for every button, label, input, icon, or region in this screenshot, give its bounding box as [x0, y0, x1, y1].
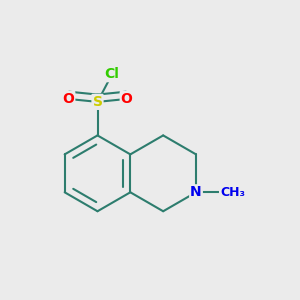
- Text: Cl: Cl: [105, 67, 119, 81]
- Text: O: O: [62, 92, 74, 106]
- Text: CH₃: CH₃: [220, 186, 245, 199]
- Text: O: O: [121, 92, 133, 106]
- Text: N: N: [190, 185, 202, 199]
- Text: S: S: [92, 95, 103, 109]
